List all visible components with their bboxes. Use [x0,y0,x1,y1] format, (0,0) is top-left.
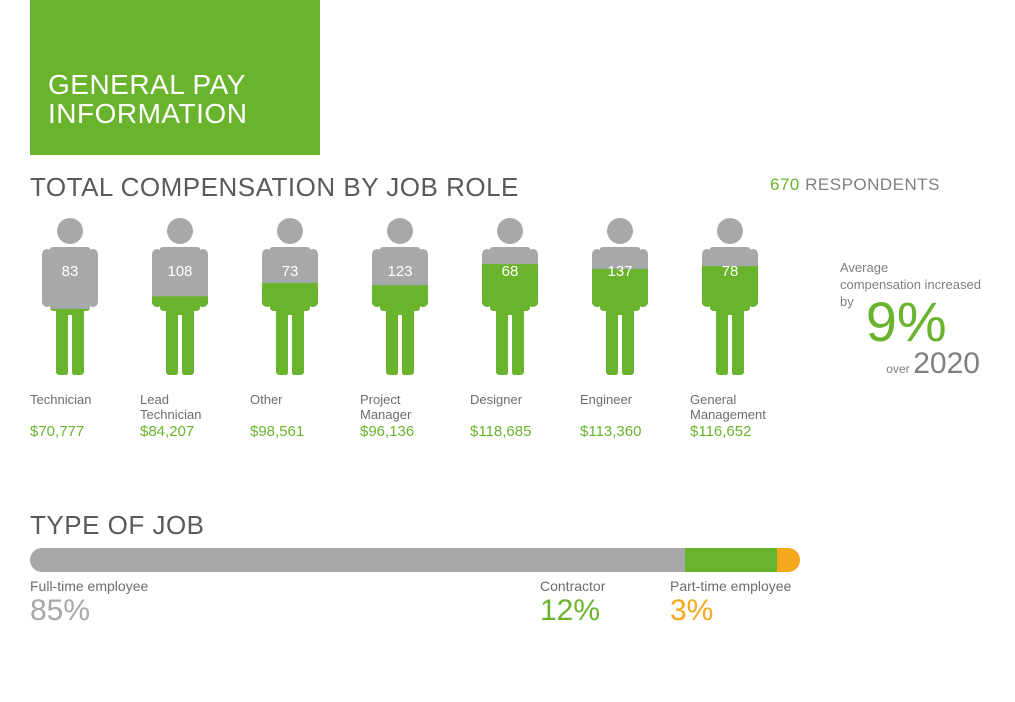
avg-over: over [886,362,909,376]
person-figure: 108 [146,215,214,385]
avg-text-line1: Average [840,260,1000,277]
job-label: Full-time employee85% [30,578,148,628]
person-count: 108 [146,263,214,280]
person-role: Other [250,393,330,423]
person-role: Project Manager [360,393,440,423]
job-label-pct: 3% [670,594,791,628]
job-label-pct: 85% [30,594,148,628]
respondents-label: RESPONDENTS [805,175,940,194]
person-salary: $98,561 [250,423,330,440]
job-label-name: Contractor [540,578,605,594]
person-label: Other$98,561 [250,393,330,440]
avg-text-by: by [840,294,854,311]
person-2: 73 Other$98,561 [250,215,330,440]
job-label: Contractor12% [540,578,605,628]
person-count: 83 [36,263,104,280]
person-label: Designer$118,685 [470,393,550,440]
person-salary: $70,777 [30,423,110,440]
person-salary: $118,685 [470,423,550,440]
job-label: Part-time employee3% [670,578,791,628]
person-figure: 73 [256,215,324,385]
person-role: Designer [470,393,550,423]
person-1: 108 Lead Technician$84,207 [140,215,220,440]
person-role: Lead Technician [140,393,220,423]
people-row: 83 Technician$70,777 108 Lead Technician$84… [30,215,770,440]
person-count: 73 [256,263,324,280]
person-salary: $113,360 [580,423,660,440]
person-5: 137 Engineer$113,360 [580,215,660,440]
person-figure: 137 [586,215,654,385]
person-4: 68 Designer$118,685 [470,215,550,440]
avg-compensation-callout: Average compensation increased by 9% ove… [840,260,1000,383]
job-label-pct: 12% [540,594,605,628]
job-label-name: Part-time employee [670,578,791,594]
job-seg-contractor [685,548,777,572]
page-title: GENERAL PAY INFORMATION [48,70,302,129]
person-salary: $96,136 [360,423,440,440]
person-role: Technician [30,393,110,423]
person-count: 68 [476,263,544,280]
person-figure: 78 [696,215,764,385]
person-label: General Management$116,652 [690,393,770,440]
person-label: Lead Technician$84,207 [140,393,220,440]
job-seg-part-time-employee [777,548,800,572]
person-role: General Management [690,393,770,423]
avg-pct: 9% [866,294,947,350]
job-type-section-title: TYPE OF JOB [30,510,205,541]
respondents: 670 RESPONDENTS [770,175,940,195]
person-count: 123 [366,263,434,280]
person-label: Technician$70,777 [30,393,110,440]
person-3: 123 Project Manager$96,136 [360,215,440,440]
job-type-bar [30,548,800,572]
person-figure: 123 [366,215,434,385]
job-label-name: Full-time employee [30,578,148,594]
person-label: Engineer$113,360 [580,393,660,440]
avg-year: 2020 [913,347,980,380]
person-figure: 68 [476,215,544,385]
compensation-section-title: TOTAL COMPENSATION BY JOB ROLE [30,172,519,203]
person-salary: $84,207 [140,423,220,440]
job-seg-full-time-employee [30,548,685,572]
person-6: 78 General Management$116,652 [690,215,770,440]
person-label: Project Manager$96,136 [360,393,440,440]
person-role: Engineer [580,393,660,423]
person-count: 137 [586,263,654,280]
person-salary: $116,652 [690,423,770,440]
person-figure: 83 [36,215,104,385]
respondents-count: 670 [770,175,800,194]
person-0: 83 Technician$70,777 [30,215,110,440]
person-count: 78 [696,263,764,280]
header-block: GENERAL PAY INFORMATION [30,0,320,155]
